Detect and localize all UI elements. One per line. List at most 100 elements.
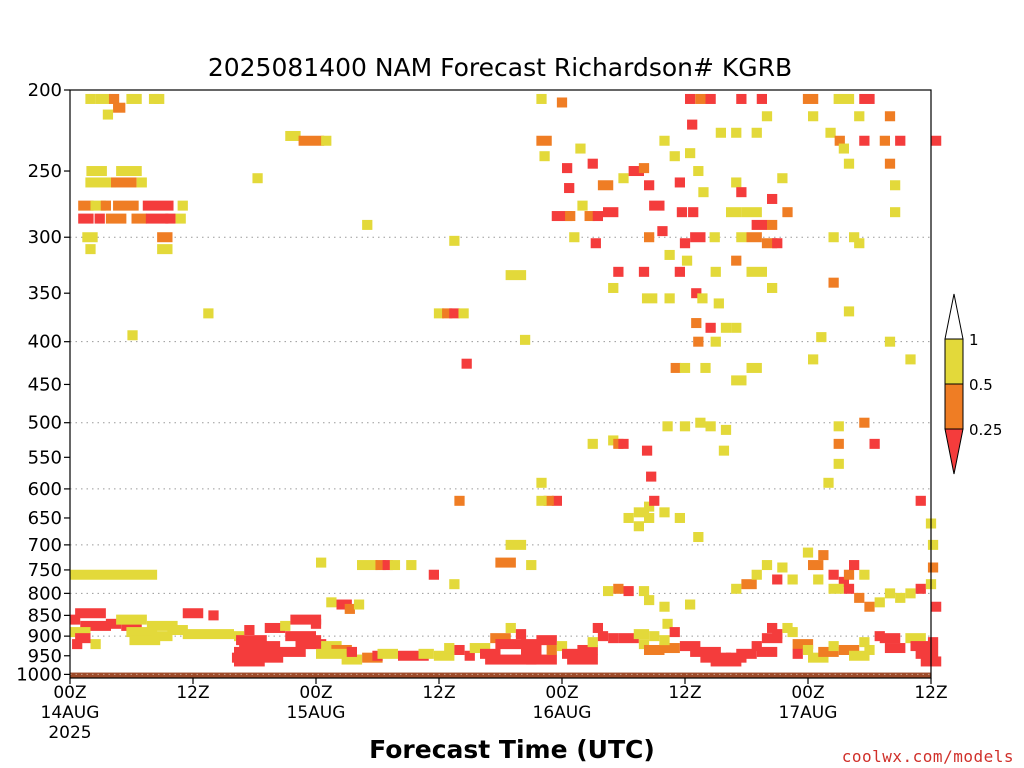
cell-305	[582, 650, 593, 661]
cell-114	[751, 219, 767, 230]
cell-21	[142, 200, 174, 211]
cell-309	[608, 633, 619, 644]
y-tick-label-300: 300	[28, 227, 62, 248]
cell-248	[129, 635, 161, 646]
cell-274	[341, 654, 363, 665]
cell-42	[461, 358, 472, 369]
cell-185	[674, 512, 685, 523]
y-tick-label-400: 400	[28, 332, 62, 353]
cell-61	[590, 238, 601, 249]
cell-254	[182, 629, 214, 640]
cell-203	[603, 586, 614, 597]
cell-194	[375, 560, 386, 571]
cell-94	[693, 336, 704, 347]
cell-252	[182, 608, 204, 619]
cell-7	[102, 109, 114, 120]
cell-103	[670, 362, 681, 373]
cell-142	[890, 180, 901, 191]
cell-199	[449, 579, 460, 590]
cell-328	[767, 622, 778, 633]
cell-337	[828, 641, 839, 652]
cell-54	[584, 211, 595, 222]
cell-262	[234, 656, 265, 667]
cell-20	[113, 200, 139, 211]
cell-72	[641, 293, 658, 304]
cell-211	[741, 579, 757, 590]
cell-275	[346, 646, 357, 657]
cell-319	[679, 641, 701, 652]
cell-126	[746, 362, 762, 373]
cell-154	[905, 354, 916, 365]
cell-134	[825, 127, 836, 138]
cell-267	[285, 631, 316, 642]
cell-28	[165, 213, 176, 224]
cell-349	[927, 637, 939, 648]
cell-64	[638, 163, 650, 174]
cell-246	[116, 614, 147, 625]
cell-46	[556, 97, 568, 108]
cell-333	[792, 648, 803, 659]
cell-276	[326, 597, 337, 608]
cell-182	[644, 501, 655, 512]
cell-109	[756, 93, 767, 104]
cell-215	[777, 562, 788, 573]
cell-97	[713, 298, 724, 309]
cell-213	[761, 560, 773, 571]
cell-121	[761, 238, 778, 249]
cell-317	[662, 618, 673, 629]
cell-238	[70, 614, 81, 625]
cell-167	[833, 421, 844, 432]
credit-text: coolwx.com/models	[842, 747, 1014, 766]
cell-12	[116, 166, 142, 177]
cell-116	[767, 219, 778, 230]
cell-44	[519, 334, 531, 345]
cell-176	[536, 495, 547, 506]
cell-131	[833, 93, 855, 104]
cell-201	[505, 539, 527, 550]
cell-291	[480, 648, 501, 659]
cell-36	[203, 308, 214, 319]
cell-250	[167, 625, 188, 636]
cell-88	[698, 187, 709, 198]
x-tick-label-1: 12Z	[176, 683, 209, 703]
cell-339	[849, 650, 870, 661]
cell-122	[772, 238, 783, 249]
cell-163	[695, 417, 706, 428]
cell-292	[490, 633, 511, 644]
cell-9	[298, 135, 325, 146]
colorbar-label-0.25: 0.25	[969, 421, 1002, 439]
cell-58	[575, 143, 586, 154]
cell-110	[731, 177, 742, 188]
cell-196	[389, 560, 401, 571]
cell-283	[398, 650, 429, 661]
cell-87	[693, 166, 704, 177]
cell-169	[859, 417, 870, 428]
cell-65	[613, 266, 624, 277]
cell-289	[469, 643, 491, 654]
cell-314	[659, 643, 680, 654]
cell-0	[85, 93, 96, 104]
cell-343	[879, 633, 901, 644]
cell-108	[751, 127, 762, 138]
cell-161	[662, 421, 673, 432]
cell-290	[485, 654, 537, 665]
x-tick-label-3: 12Z	[422, 683, 455, 703]
cell-318	[669, 627, 680, 638]
cell-181	[633, 521, 644, 532]
cell-18	[90, 200, 106, 211]
cell-111	[736, 187, 747, 198]
colorbar-top-triangle	[944, 293, 964, 340]
cell-31	[157, 232, 173, 243]
cell-26	[131, 213, 147, 224]
y-tick-label-450: 450	[28, 374, 62, 395]
cell-266	[310, 618, 322, 629]
cell-208	[659, 601, 670, 612]
cell-224	[849, 560, 860, 571]
cell-301	[556, 641, 568, 652]
cell-147	[849, 232, 860, 243]
cell-229	[864, 601, 875, 612]
cell-225	[859, 569, 870, 580]
cell-159	[641, 445, 653, 456]
cell-73	[659, 135, 670, 146]
y-tick-label-500: 500	[28, 413, 62, 434]
